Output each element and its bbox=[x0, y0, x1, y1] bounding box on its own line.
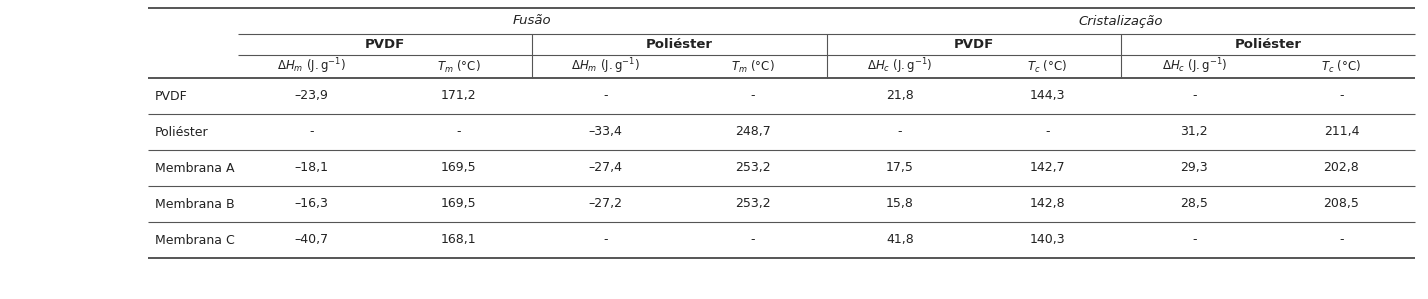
Text: -: - bbox=[1192, 234, 1197, 246]
Text: -: - bbox=[751, 234, 755, 246]
Text: PVDF: PVDF bbox=[156, 89, 187, 103]
Text: PVDF: PVDF bbox=[366, 38, 406, 51]
Text: PVDF: PVDF bbox=[954, 38, 994, 51]
Text: 31,2: 31,2 bbox=[1181, 126, 1208, 138]
Text: -: - bbox=[457, 126, 461, 138]
Text: 253,2: 253,2 bbox=[735, 198, 771, 210]
Text: 28,5: 28,5 bbox=[1181, 198, 1208, 210]
Text: –33,4: –33,4 bbox=[588, 126, 623, 138]
Text: 169,5: 169,5 bbox=[441, 198, 477, 210]
Text: Poliéster: Poliéster bbox=[156, 126, 208, 138]
Text: 21,8: 21,8 bbox=[887, 89, 914, 103]
Text: -: - bbox=[310, 126, 314, 138]
Text: –27,2: –27,2 bbox=[588, 198, 623, 210]
Text: $T_c\ \mathregular{(°C)}$: $T_c\ \mathregular{(°C)}$ bbox=[1027, 58, 1067, 74]
Text: -: - bbox=[751, 89, 755, 103]
Text: 15,8: 15,8 bbox=[887, 198, 914, 210]
Text: 168,1: 168,1 bbox=[441, 234, 477, 246]
Text: 142,8: 142,8 bbox=[1030, 198, 1065, 210]
Text: 171,2: 171,2 bbox=[441, 89, 477, 103]
Text: -: - bbox=[1045, 126, 1050, 138]
Text: $\Delta H_m\ \mathregular{(J.g^{-1})}$: $\Delta H_m\ \mathregular{(J.g^{-1})}$ bbox=[277, 57, 346, 76]
Text: -: - bbox=[1192, 89, 1197, 103]
Text: -: - bbox=[1339, 89, 1344, 103]
Text: $\Delta H_c\ \mathregular{(J.g^{-1})}$: $\Delta H_c\ \mathregular{(J.g^{-1})}$ bbox=[867, 57, 932, 76]
Text: $T_m\ \mathregular{(°C)}$: $T_m\ \mathregular{(°C)}$ bbox=[437, 58, 480, 74]
Text: -: - bbox=[604, 234, 608, 246]
Text: 253,2: 253,2 bbox=[735, 161, 771, 175]
Text: Membrana C: Membrana C bbox=[156, 234, 234, 246]
Text: 17,5: 17,5 bbox=[887, 161, 914, 175]
Text: 142,7: 142,7 bbox=[1030, 161, 1065, 175]
Text: 211,4: 211,4 bbox=[1324, 126, 1359, 138]
Text: 169,5: 169,5 bbox=[441, 161, 477, 175]
Text: 140,3: 140,3 bbox=[1030, 234, 1065, 246]
Text: $T_m\ \mathregular{(°C)}$: $T_m\ \mathregular{(°C)}$ bbox=[731, 58, 775, 74]
Text: Cristalização: Cristalização bbox=[1078, 14, 1162, 28]
Text: $T_c\ \mathregular{(°C)}$: $T_c\ \mathregular{(°C)}$ bbox=[1321, 58, 1361, 74]
Text: 248,7: 248,7 bbox=[735, 126, 771, 138]
Text: -: - bbox=[1339, 234, 1344, 246]
Text: $\Delta H_c\ \mathregular{(J.g^{-1})}$: $\Delta H_c\ \mathregular{(J.g^{-1})}$ bbox=[1161, 57, 1227, 76]
Text: Fusão: Fusão bbox=[513, 14, 551, 28]
Text: –40,7: –40,7 bbox=[294, 234, 328, 246]
Text: Membrana A: Membrana A bbox=[156, 161, 234, 175]
Text: –18,1: –18,1 bbox=[294, 161, 328, 175]
Text: –23,9: –23,9 bbox=[294, 89, 328, 103]
Text: –16,3: –16,3 bbox=[294, 198, 328, 210]
Text: 41,8: 41,8 bbox=[887, 234, 914, 246]
Text: 144,3: 144,3 bbox=[1030, 89, 1065, 103]
Text: –27,4: –27,4 bbox=[588, 161, 623, 175]
Text: Membrana B: Membrana B bbox=[156, 198, 234, 210]
Text: 29,3: 29,3 bbox=[1181, 161, 1208, 175]
Text: $\Delta H_m\ \mathregular{(J.g^{-1})}$: $\Delta H_m\ \mathregular{(J.g^{-1})}$ bbox=[571, 57, 640, 76]
Text: 208,5: 208,5 bbox=[1324, 198, 1359, 210]
Text: -: - bbox=[898, 126, 902, 138]
Text: Poliéster: Poliéster bbox=[645, 38, 713, 51]
Text: 202,8: 202,8 bbox=[1324, 161, 1359, 175]
Text: Poliéster: Poliéster bbox=[1234, 38, 1301, 51]
Text: -: - bbox=[604, 89, 608, 103]
